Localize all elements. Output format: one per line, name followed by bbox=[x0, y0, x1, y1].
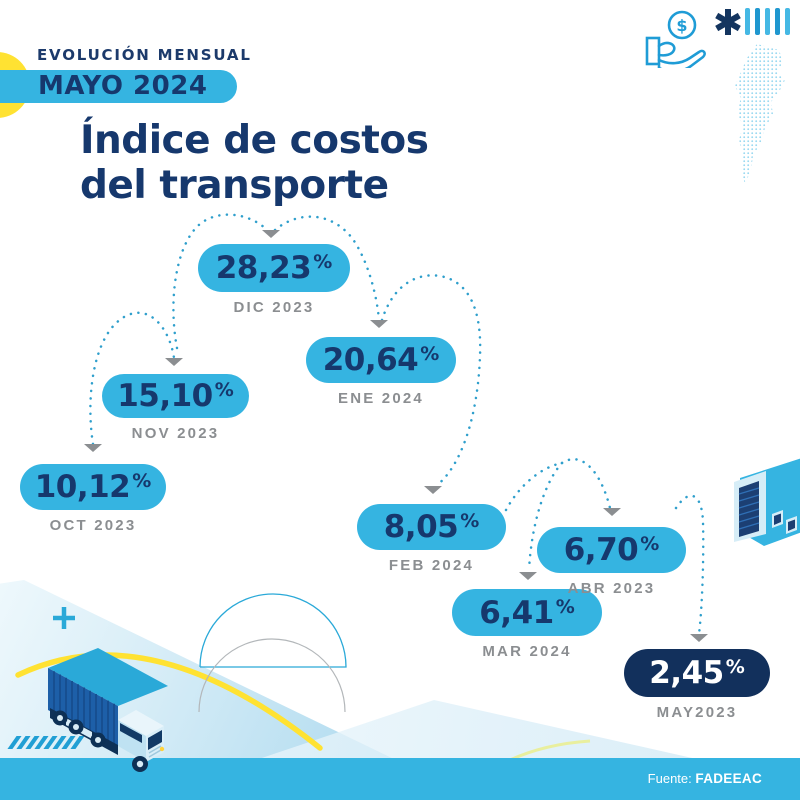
month-label: NOV 2023 bbox=[131, 425, 220, 442]
month-label: MAY2023 bbox=[656, 704, 738, 721]
plus-icon bbox=[53, 607, 75, 629]
truck-icon bbox=[48, 648, 168, 772]
month-label: FEB 2024 bbox=[388, 557, 475, 574]
data-point-abr-2023: 6,70% ABR 2023 bbox=[537, 527, 686, 597]
value-pill: 6,70% bbox=[537, 527, 686, 573]
value-pill: 10,12% bbox=[20, 464, 166, 510]
title-emphasis: Índice bbox=[80, 118, 211, 163]
data-point-dic-2023: 28,23% DIC 2023 bbox=[198, 244, 350, 316]
data-point-mar-2024: 6,41% MAR 2024 bbox=[452, 589, 602, 660]
source-value: FADEEAC bbox=[695, 771, 762, 786]
data-point-nov-2023: 15,10% NOV 2023 bbox=[102, 374, 249, 442]
data-point-oct-2023: 10,12% OCT 2023 bbox=[20, 464, 166, 534]
page-title: Índice de costos del transporte bbox=[80, 118, 429, 208]
period-badge: MAYO 2024 bbox=[0, 70, 238, 103]
data-point-feb-2024: 8,05% FEB 2024 bbox=[357, 504, 506, 574]
kicker-label: EVOLUCIÓN MENSUAL bbox=[37, 46, 252, 64]
month-label: OCT 2023 bbox=[49, 517, 137, 534]
month-label: DIC 2023 bbox=[233, 299, 315, 316]
source-label: Fuente: bbox=[647, 771, 692, 786]
source-credit: Fuente: FADEEAC bbox=[648, 758, 762, 800]
asterisk-icon bbox=[715, 9, 741, 35]
month-label: MAR 2024 bbox=[482, 643, 572, 660]
value-pill: 28,23% bbox=[198, 244, 350, 292]
value-pill: 2,45% bbox=[624, 649, 770, 697]
month-label: ABR 2023 bbox=[567, 580, 656, 597]
data-point-ene-2024: 20,64% ENE 2024 bbox=[306, 337, 456, 407]
title-line2: del transporte bbox=[80, 163, 389, 208]
cyan-semicircle bbox=[199, 593, 347, 668]
month-label: ENE 2024 bbox=[338, 390, 424, 407]
value-pill: 20,64% bbox=[306, 337, 456, 383]
value-pill: 15,10% bbox=[102, 374, 249, 418]
title-rest: de costos bbox=[210, 118, 429, 163]
value-pill: 8,05% bbox=[357, 504, 506, 550]
argentina-dotted-map-icon bbox=[735, 44, 785, 184]
hand-coin-icon: $ bbox=[645, 10, 706, 68]
svg-text:$: $ bbox=[676, 16, 687, 35]
data-point-may-2023: 2,45% MAY2023 bbox=[624, 649, 770, 721]
warehouse-icon bbox=[734, 458, 800, 546]
tally-bars-icon bbox=[745, 8, 790, 35]
value-pill: 6,41% bbox=[452, 589, 602, 636]
